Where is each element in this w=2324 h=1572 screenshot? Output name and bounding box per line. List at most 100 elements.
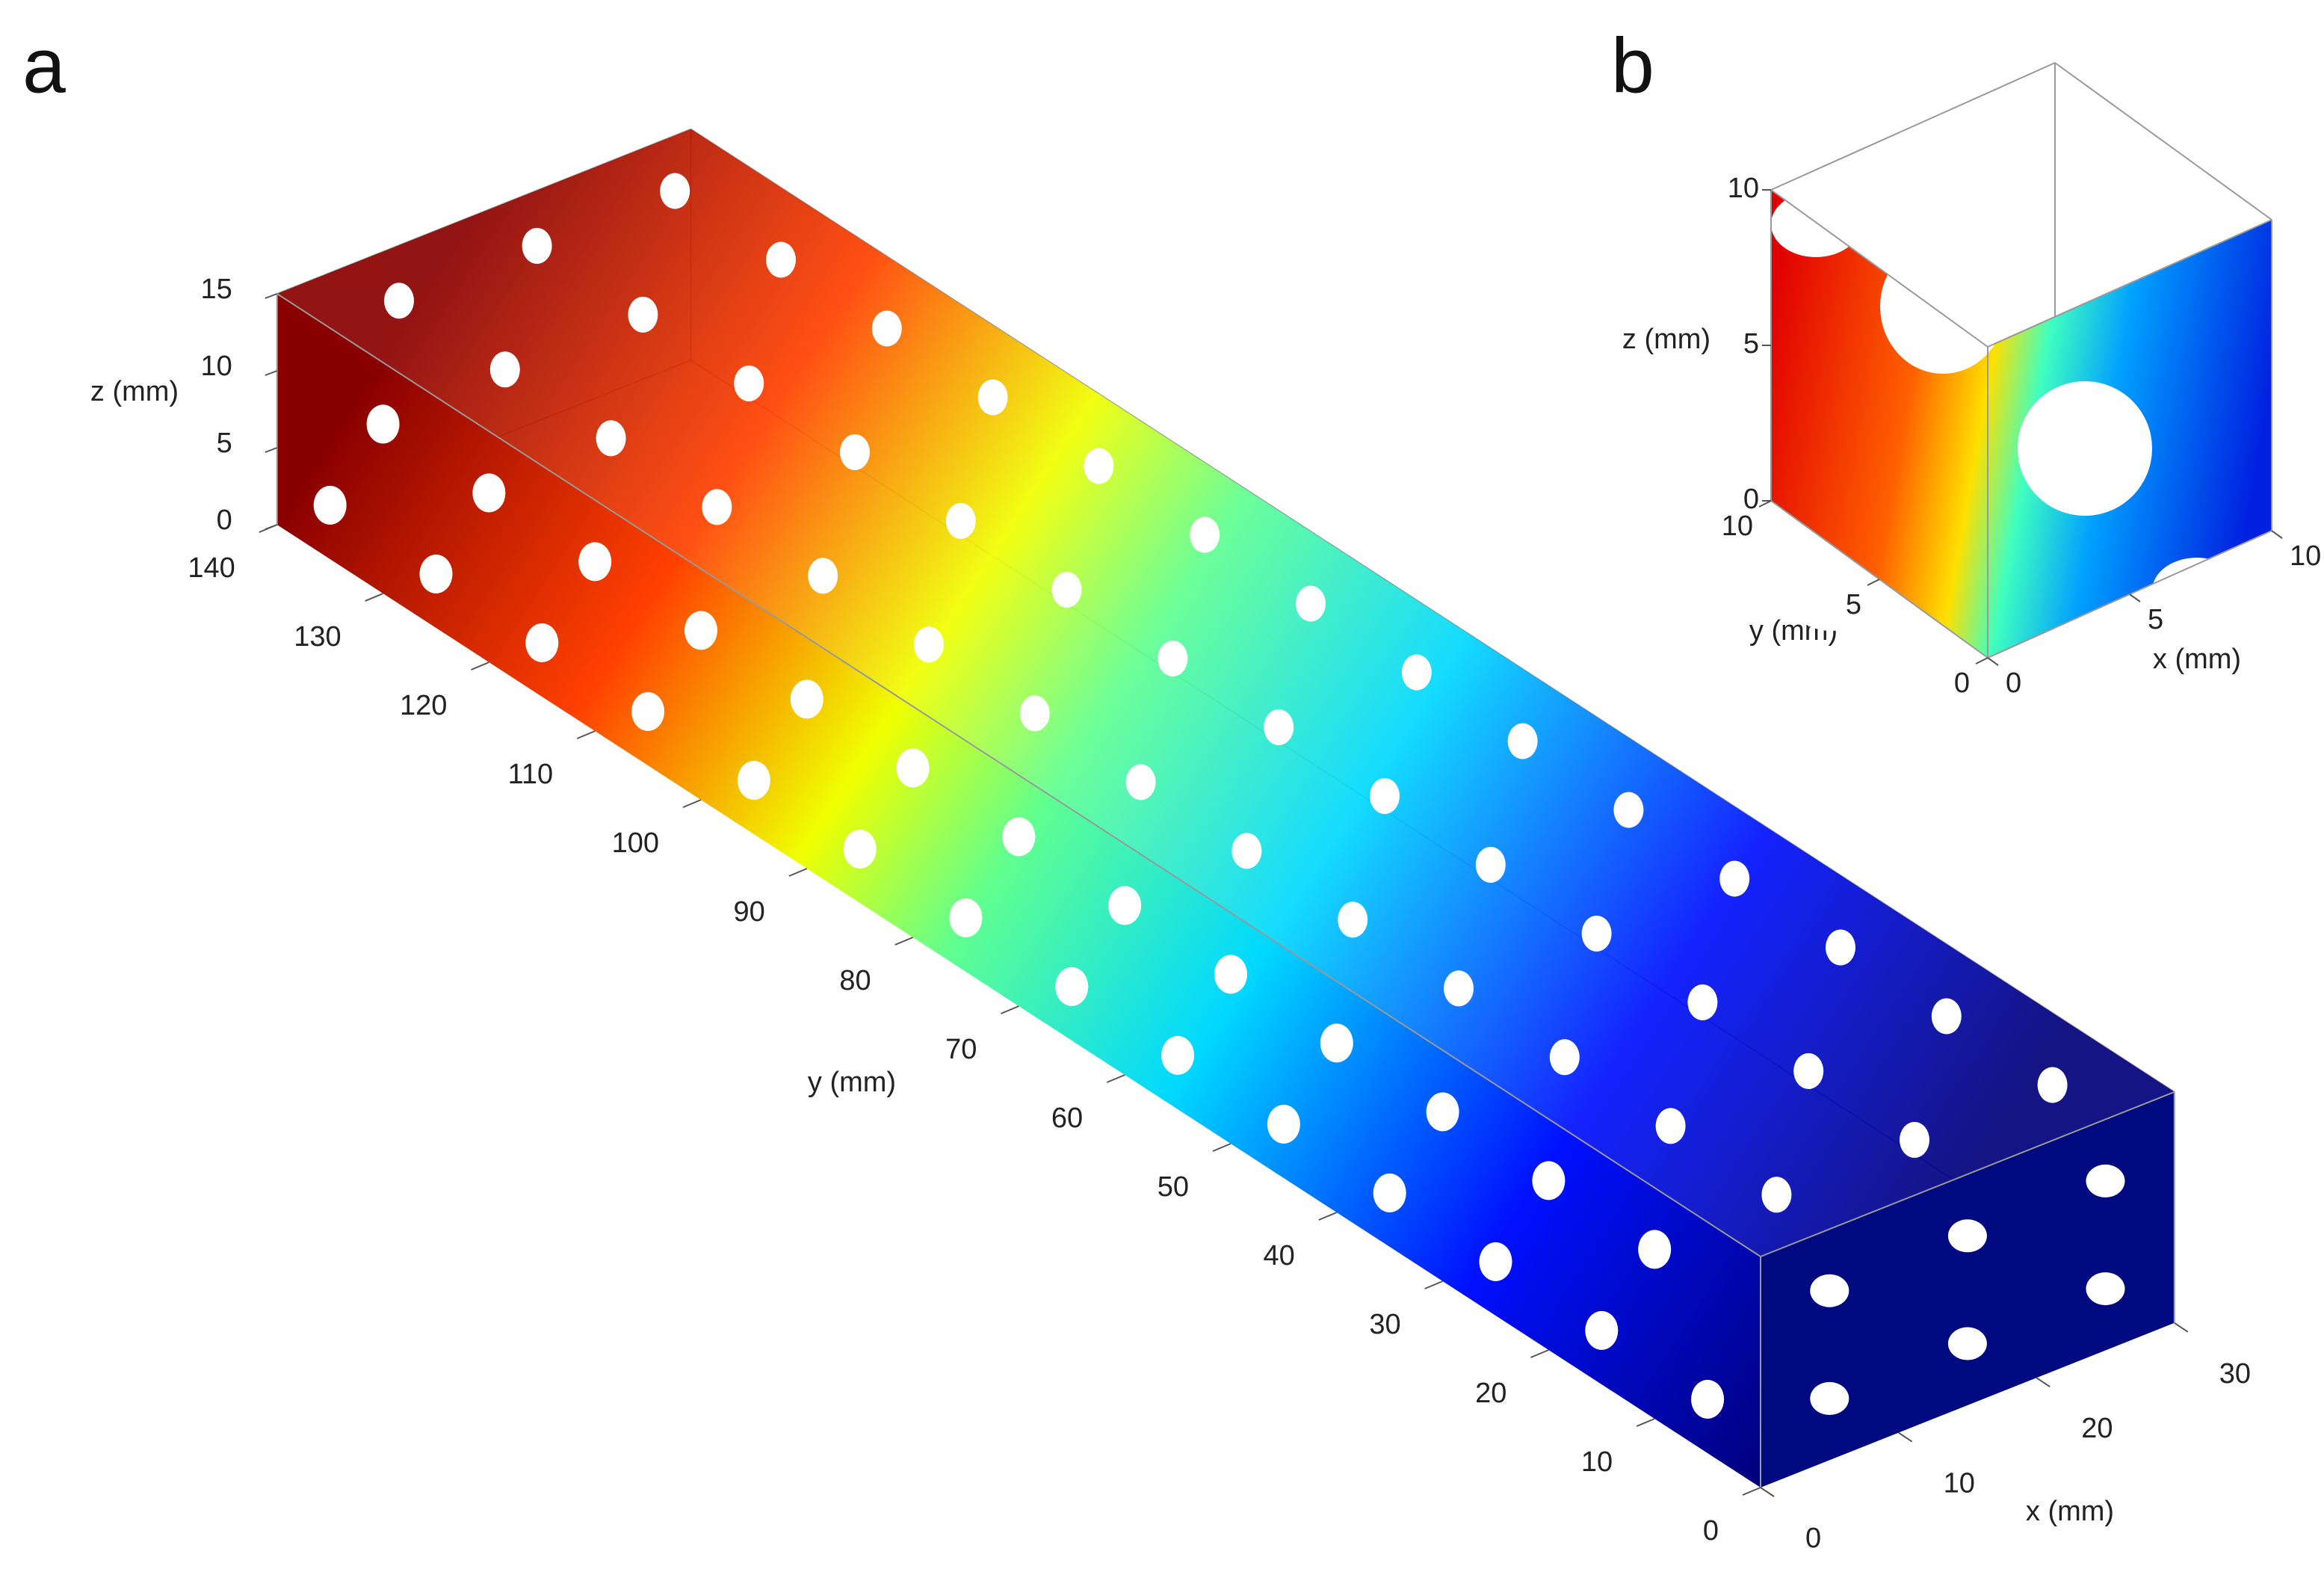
tick-mark — [1106, 1074, 1125, 1083]
box-edge — [2054, 62, 2272, 221]
tick-mark — [682, 799, 702, 808]
box-edge — [1760, 1091, 2175, 1257]
tick-mark — [259, 524, 278, 533]
pore — [1826, 929, 1855, 966]
y-tick-label: 10 — [1722, 511, 1753, 542]
tick-mark — [365, 593, 383, 602]
pore — [1426, 1092, 1459, 1132]
x-tick-label: 10 — [2290, 540, 2321, 572]
tick-mark — [265, 293, 278, 299]
tick-mark — [894, 937, 913, 946]
pore — [472, 473, 506, 513]
pore — [489, 351, 520, 388]
z-tick-label: 0 — [217, 505, 232, 536]
tick-mark — [1987, 657, 1999, 666]
structure-end — [1761, 1091, 2175, 1488]
pore — [1370, 777, 1400, 814]
y-tick-label: 80 — [839, 965, 871, 996]
pore — [737, 760, 770, 800]
pore — [896, 748, 930, 788]
pore — [1019, 695, 1050, 732]
pore — [1810, 1381, 1849, 1415]
pore — [1931, 998, 1962, 1035]
pore — [525, 623, 559, 662]
pore — [313, 485, 347, 525]
pore — [384, 283, 414, 319]
pore — [945, 502, 976, 539]
pore — [1532, 1161, 1566, 1200]
pore — [2037, 1067, 2068, 1103]
box-edge — [276, 293, 1761, 1257]
y-tick-label: 0 — [1954, 668, 1970, 699]
y-tick-label: 140 — [188, 552, 235, 584]
pore — [843, 829, 877, 869]
tick-mark — [2271, 530, 2283, 539]
x-tick-label: 10 — [1944, 1468, 1975, 1499]
pore — [949, 898, 983, 937]
pore — [1190, 517, 1220, 553]
pore — [1947, 1219, 1987, 1253]
box-edge — [1770, 62, 2056, 191]
tick-mark — [1318, 1212, 1338, 1221]
pore — [1810, 1274, 1849, 1307]
x-tick-label: 0 — [2006, 668, 2021, 699]
pore — [1789, 565, 1873, 631]
pore — [808, 558, 838, 594]
pore — [1051, 571, 1082, 608]
pore — [1231, 833, 1262, 869]
z-tick-label: 15 — [201, 274, 232, 305]
pore — [734, 365, 764, 401]
y-tick-label: 110 — [508, 759, 554, 790]
pore — [702, 489, 732, 525]
pore — [2018, 381, 2152, 516]
z-tick-label: 5 — [1743, 328, 1759, 360]
tick-mark — [471, 662, 489, 671]
tick-mark — [1975, 657, 1988, 665]
unit-cell-face — [1771, 190, 1988, 658]
y-tick-label: 90 — [734, 896, 765, 928]
pore — [1507, 723, 1538, 759]
z-tick-label: 0 — [1743, 484, 1759, 515]
structure-top — [276, 129, 2175, 1257]
pore — [977, 379, 1008, 416]
pore — [628, 296, 658, 333]
tick-mark — [1758, 500, 1772, 508]
pore — [1585, 1310, 1619, 1350]
pore — [366, 404, 400, 444]
pore — [684, 611, 717, 650]
pore — [1771, 191, 1861, 257]
pore — [1655, 1108, 1686, 1144]
pore — [578, 542, 612, 582]
pore — [2145, 142, 2249, 217]
y-tick-label: 50 — [1158, 1171, 1189, 1203]
pore — [1947, 1327, 1987, 1360]
pore — [1761, 1177, 1792, 1213]
pore — [1108, 886, 1142, 925]
tick-mark — [1898, 1431, 1913, 1443]
pore — [1267, 1104, 1300, 1144]
axis-title: z (mm) — [1622, 324, 1710, 355]
tick-mark — [788, 868, 808, 877]
pore — [914, 626, 944, 663]
pore — [871, 310, 902, 347]
pore — [1161, 1035, 1195, 1075]
pore — [1125, 764, 1156, 801]
tick-mark — [1760, 1487, 1775, 1497]
tick-mark — [1530, 1349, 1549, 1358]
pore — [1158, 640, 1188, 676]
tick-mark — [1001, 1005, 1019, 1014]
y-tick-label: 60 — [1051, 1103, 1083, 1134]
y-tick-label: 40 — [1264, 1240, 1295, 1272]
y-tick-label: 130 — [294, 621, 341, 653]
pore — [1002, 817, 1036, 857]
pore — [1687, 984, 1718, 1020]
axis-title: y (mm) — [808, 1067, 896, 1098]
pore — [522, 227, 552, 264]
pore — [631, 691, 665, 731]
tick-mark — [1424, 1280, 1443, 1289]
tick-mark — [265, 370, 278, 376]
pore — [1373, 1173, 1406, 1212]
axis-title: x (mm) — [2026, 1496, 2114, 1527]
